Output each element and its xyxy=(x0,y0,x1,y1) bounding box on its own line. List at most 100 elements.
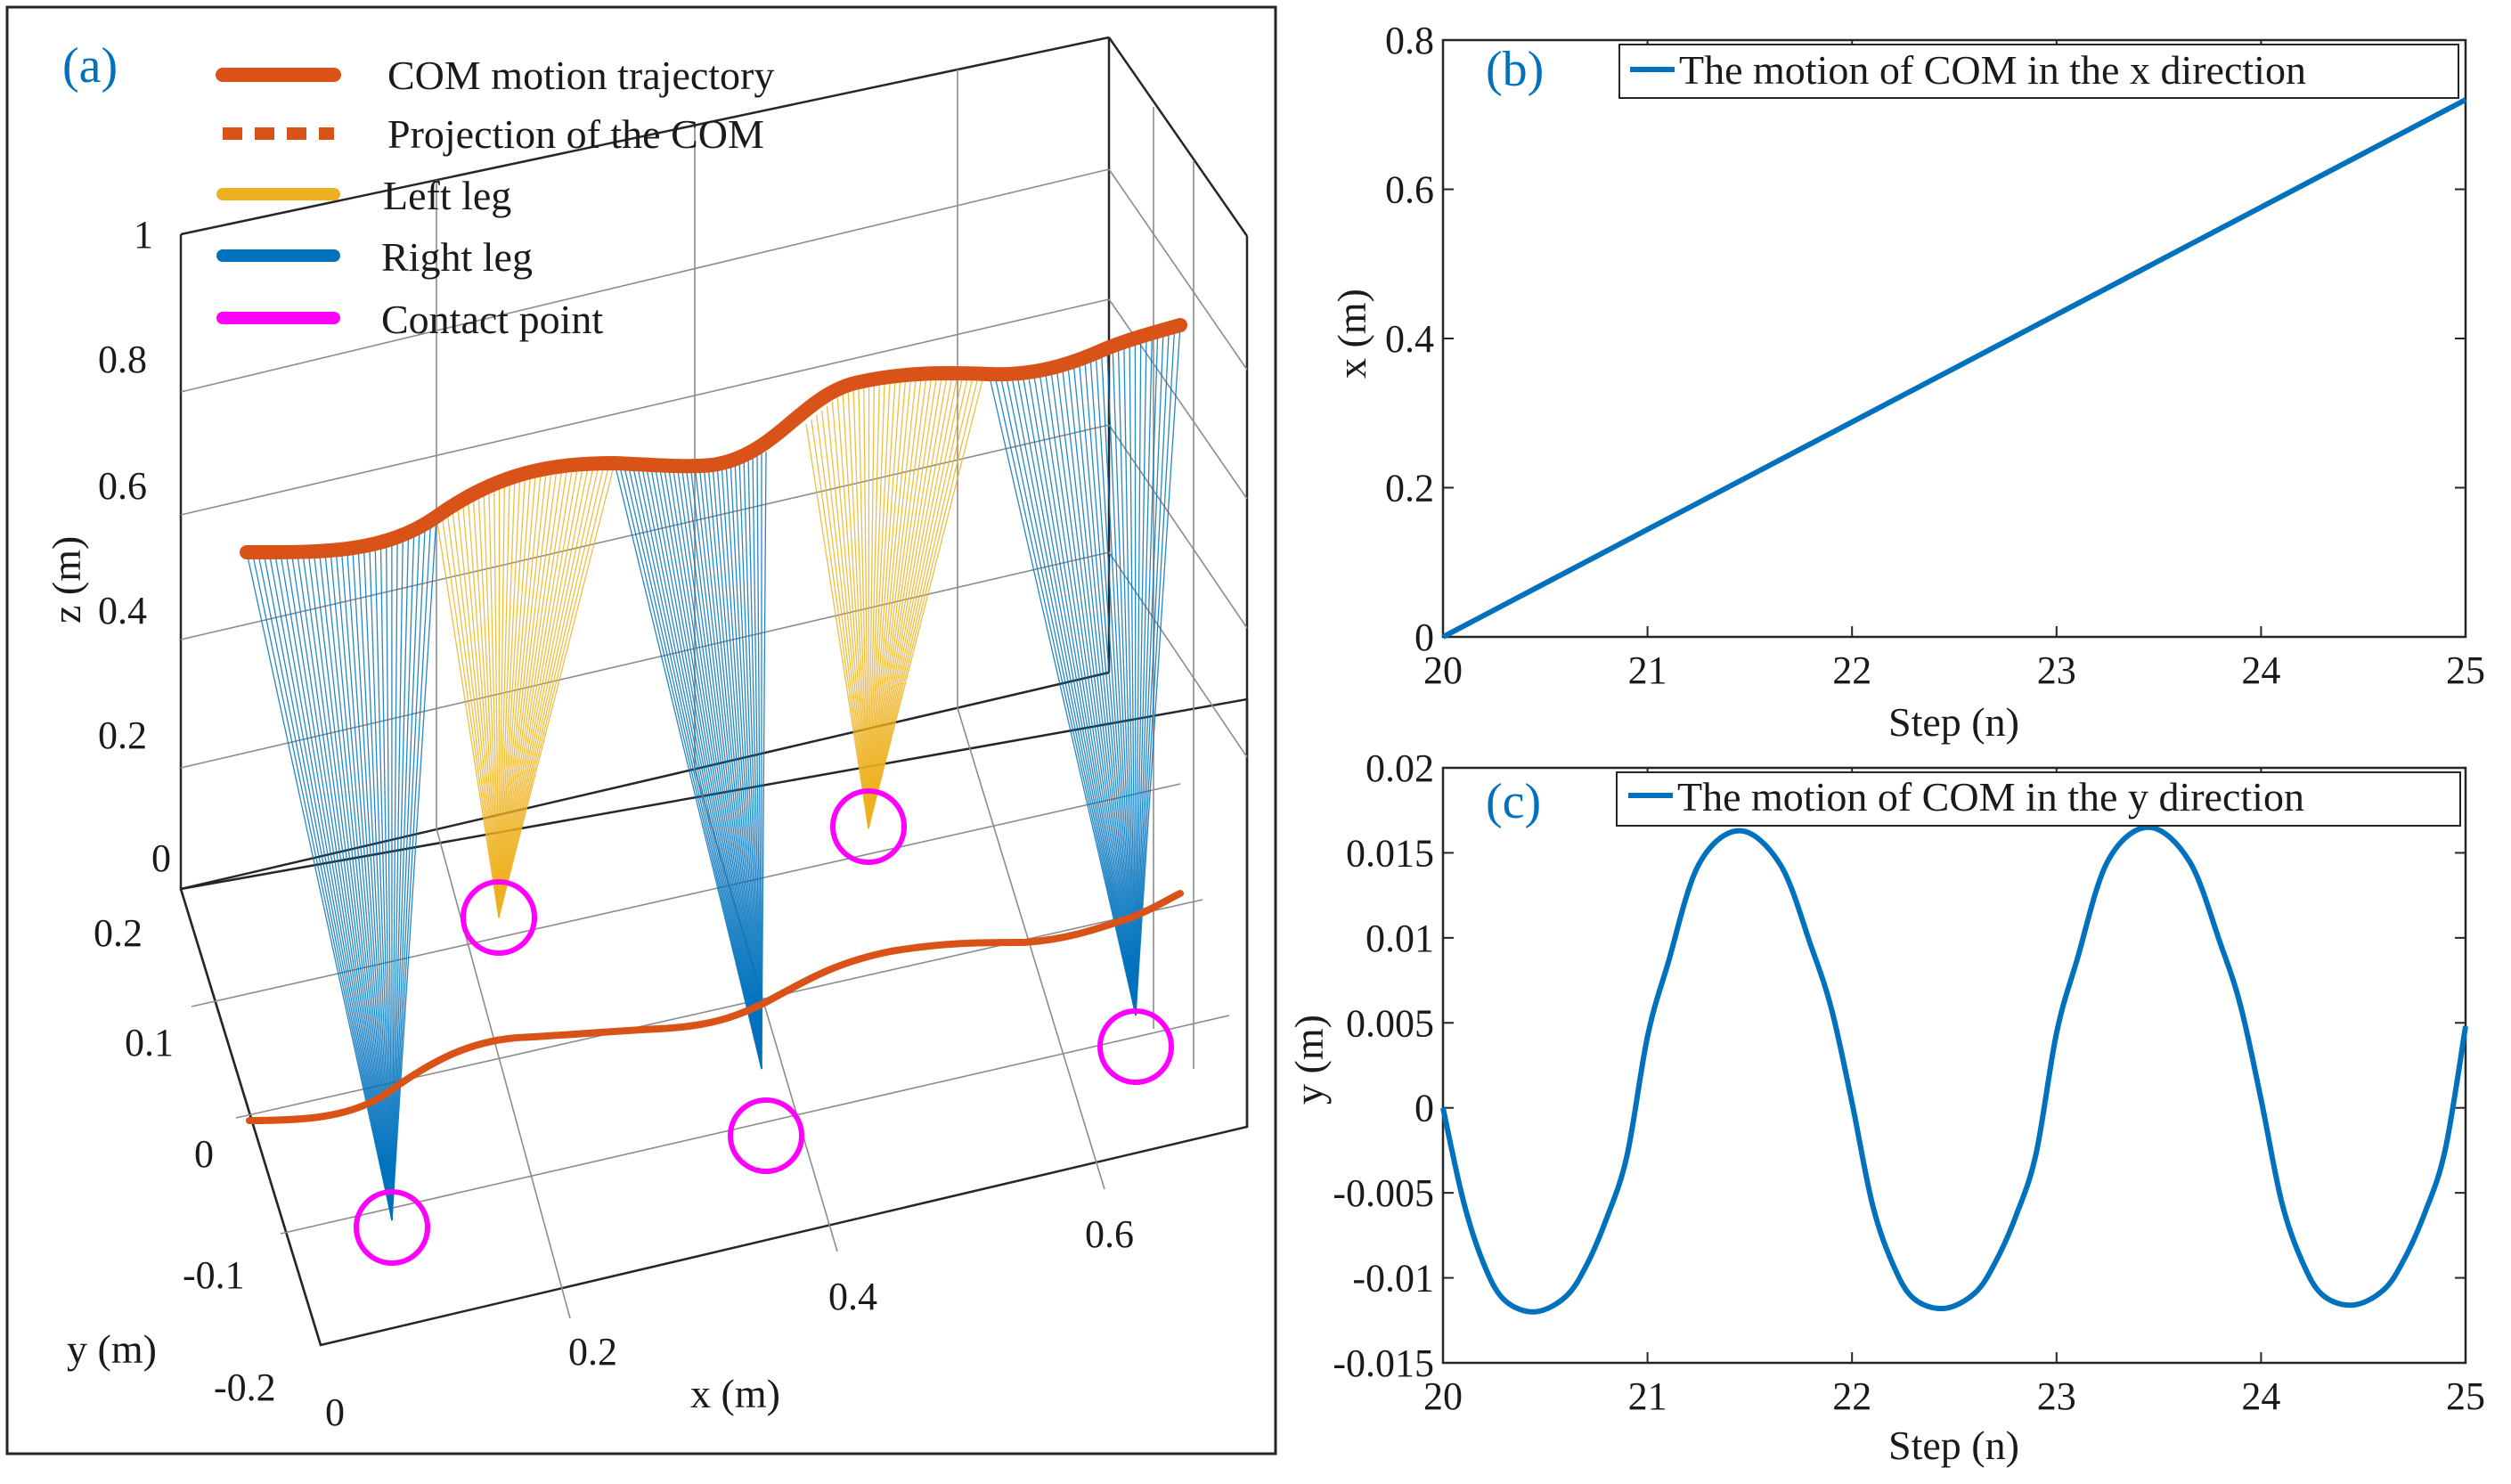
right-leg-line xyxy=(290,551,393,1221)
y-axis-label-3d: y (m) xyxy=(67,1326,157,1372)
right-leg-line xyxy=(738,458,762,1070)
left-leg-line xyxy=(498,463,599,918)
right-leg-line xyxy=(730,461,762,1070)
right-leg-line xyxy=(335,550,393,1221)
panel-b-axes-box xyxy=(1441,38,2467,639)
right-leg-line xyxy=(1044,370,1137,1016)
right-leg-line xyxy=(1072,360,1137,1016)
right-leg-line xyxy=(1135,328,1170,1016)
panel-c-xtick-label: 25 xyxy=(2446,1374,2485,1418)
right-leg-line xyxy=(756,453,762,1070)
right-leg-line xyxy=(1032,373,1137,1016)
right-leg-line xyxy=(391,526,415,1221)
right-leg-line xyxy=(689,464,762,1070)
right-leg-line xyxy=(1027,373,1137,1016)
right-leg-line xyxy=(369,544,393,1221)
left-leg-line xyxy=(868,374,927,829)
panel-c-ytick-label: 0.015 xyxy=(1346,831,1434,875)
right-leg-line xyxy=(988,372,1137,1016)
top-back-edge xyxy=(180,36,1110,236)
x-tick-0.6: 0.6 xyxy=(1085,1212,1134,1256)
panel-c-ytick-label: 0.02 xyxy=(1366,746,1434,790)
contact-point-5 xyxy=(1097,1008,1174,1085)
ygrid-floor-m0.1 xyxy=(280,1015,1230,1235)
z-tick-1: 1 xyxy=(134,213,153,257)
right-leg-line xyxy=(672,464,762,1070)
panel-c-ytick-label: -0.01 xyxy=(1352,1257,1434,1301)
left-leg-line xyxy=(498,467,548,918)
panel-label-a: (a) xyxy=(62,38,118,94)
left-leg-line xyxy=(498,470,516,918)
contact-point-3 xyxy=(728,1097,804,1174)
left-leg-line xyxy=(456,504,500,918)
right-leg-line xyxy=(761,452,767,1070)
left-leg-line xyxy=(811,419,869,829)
panel-b-x-motion: 20 21 22 23 24 25 0 0.2 0.4 0.6 0.8 The motion of … xyxy=(1329,19,2485,745)
right-leg-line xyxy=(698,464,762,1070)
z-tick-0.4: 0.4 xyxy=(98,589,147,632)
z-tick-0.8: 0.8 xyxy=(98,338,147,381)
panel-b-ytick-label: 0 xyxy=(1414,616,1434,659)
right-leg-line xyxy=(357,549,393,1221)
left-leg-line xyxy=(498,473,511,918)
right-leg-line xyxy=(352,550,393,1221)
panel-c-xtick-label: 21 xyxy=(1628,1374,1667,1418)
right-leg-line xyxy=(268,551,393,1221)
left-leg-line xyxy=(831,402,869,829)
panel-c-xtick-label: 22 xyxy=(1832,1374,1871,1418)
left-leg-line xyxy=(868,376,912,829)
left-leg-line xyxy=(498,468,542,918)
panel-b-xtick-label: 22 xyxy=(1832,648,1871,692)
zgrid-0.2 xyxy=(180,551,1110,769)
right-leg-line xyxy=(1061,363,1137,1016)
left-leg-line xyxy=(868,371,949,829)
panel-b-ytick-label: 0.6 xyxy=(1385,168,1434,212)
left-leg-line xyxy=(868,379,891,829)
xgrid-floor-0.6 xyxy=(957,707,1105,1190)
left-leg-line xyxy=(498,476,506,918)
left-leg-line xyxy=(868,372,938,829)
right-leg-line xyxy=(1123,343,1137,1016)
panel-c-xtick-label: 23 xyxy=(2037,1374,2076,1418)
left-leg-line xyxy=(821,411,869,829)
right-leg-line xyxy=(1056,365,1137,1016)
panel-b-xtick-label: 23 xyxy=(2037,648,2076,692)
panel-c-series-line xyxy=(1440,824,2468,1315)
right-leg-line xyxy=(627,463,762,1070)
right-leg-line xyxy=(721,462,762,1070)
right-leg-line xyxy=(747,456,762,1070)
left-leg-line xyxy=(868,374,923,829)
z-axis-label: z (m) xyxy=(44,536,89,624)
right-leg-line xyxy=(1135,338,1142,1016)
right-leg-line xyxy=(246,551,393,1221)
legend-label-contact: Contact point xyxy=(381,297,603,342)
x-tick-0.4: 0.4 xyxy=(828,1275,877,1318)
left-leg-line xyxy=(868,372,943,829)
y-tick-0: 0 xyxy=(194,1132,214,1176)
right-leg-line xyxy=(743,457,762,1070)
right-leg-line xyxy=(1066,362,1137,1016)
right-leg-line xyxy=(681,464,762,1070)
x-ticks-3d: 0 0.2 0.4 0.6 xyxy=(325,1212,1134,1434)
z-ticks: 1 0.8 0.6 0.4 0.2 0 xyxy=(98,213,171,880)
panel-b-legend-label: The motion of COM in the x direction xyxy=(1679,47,2306,93)
y-tick-0.2: 0.2 xyxy=(94,911,143,955)
right-leg-line xyxy=(667,463,762,1070)
left-leg-line xyxy=(436,516,500,918)
panel-c-ylabel: y (m) xyxy=(1286,1015,1332,1105)
x-tick-0: 0 xyxy=(325,1390,345,1434)
right-leg-line xyxy=(374,542,393,1221)
panel-c-xtick-label: 24 xyxy=(2241,1374,2280,1418)
left-leg-line xyxy=(836,397,869,829)
right-leg-line xyxy=(676,464,762,1070)
left-leg-line xyxy=(498,464,590,918)
legend-label-com: COM motion trajectory xyxy=(387,53,774,98)
left-leg-line xyxy=(498,465,584,918)
right-leg-line xyxy=(273,551,393,1221)
left-leg-line xyxy=(852,384,869,829)
panel-c-ytick-label: 0 xyxy=(1414,1087,1434,1130)
right-leg-line xyxy=(1106,348,1137,1016)
panel-b-xtick-label: 25 xyxy=(2446,648,2485,692)
panel-b-legend-box xyxy=(1618,44,2459,99)
right-leg-line xyxy=(391,530,404,1221)
